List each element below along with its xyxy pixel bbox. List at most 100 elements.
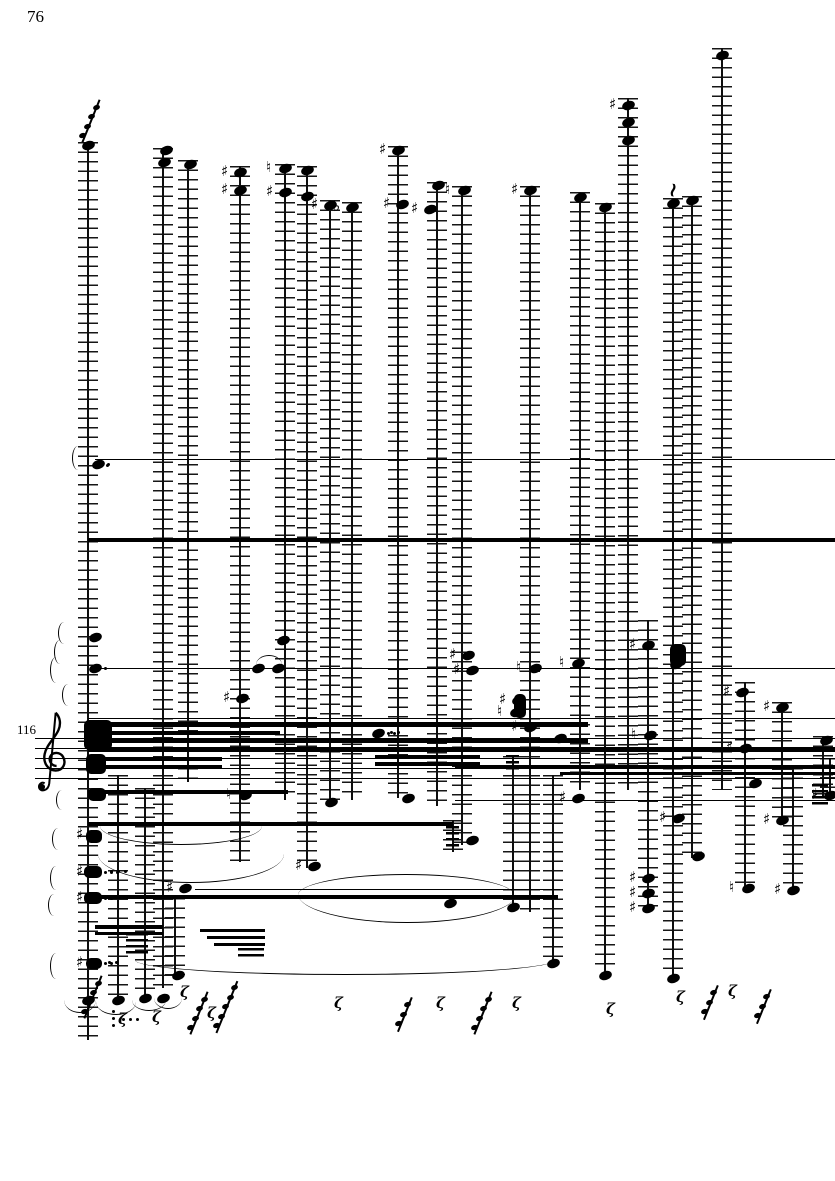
accidental: ♯ [295, 856, 303, 874]
augmentation-dot [110, 962, 114, 966]
note-stem [721, 48, 723, 790]
accidental: ♯ [763, 810, 771, 828]
beam [95, 925, 163, 929]
slur [62, 684, 74, 706]
accidental: ♯ [379, 140, 387, 158]
rhythm-dot [129, 1018, 133, 1022]
note-stem [691, 196, 693, 858]
staff-line [35, 768, 835, 770]
slur [58, 622, 70, 644]
note-stem [512, 756, 514, 905]
note-stem [579, 192, 581, 790]
rhythm-dot [108, 961, 112, 965]
accidental: ♯ [723, 682, 731, 700]
note-stem [329, 200, 331, 806]
note-stem [744, 682, 746, 890]
squiggle-rest-icon: ζ [436, 994, 445, 1012]
accidental: ♯ [659, 808, 667, 826]
accidental: ♯ [629, 635, 637, 653]
accidental: ♯ [311, 195, 319, 213]
tie [256, 655, 282, 665]
rhythm-dot [110, 870, 114, 874]
note-stem [604, 203, 606, 972]
staff-line [35, 738, 835, 740]
accidental: ♯ [629, 868, 637, 886]
tie [98, 854, 284, 883]
squiggle-rest-icon: ζ [512, 994, 521, 1012]
accidental: ♯ [511, 717, 519, 735]
note-head [570, 791, 586, 805]
slur [48, 894, 60, 916]
accidental: ♯ [223, 688, 231, 706]
accidental: ♮ [497, 702, 503, 720]
note-stem [627, 98, 629, 790]
measure-number: 116 [17, 722, 37, 737]
rhythm-dot [397, 731, 401, 735]
rhythm-dot [124, 870, 128, 874]
note-stem [162, 148, 164, 988]
grace-slash [473, 991, 493, 1035]
beam [88, 790, 288, 794]
beam [88, 722, 588, 727]
note-stem [284, 164, 286, 800]
squiggle-rest-icon: ζ [676, 988, 685, 1006]
chord-cluster [84, 720, 112, 750]
accidental: ♯ [76, 862, 84, 880]
augmentation-dot [104, 962, 108, 966]
accidental: ♯ [559, 788, 567, 806]
beam [88, 765, 222, 769]
tie [135, 960, 555, 975]
page-number: 76 [27, 7, 44, 26]
rhythm-dot [109, 726, 113, 730]
beam [88, 822, 453, 826]
accidental: ♯ [453, 660, 461, 678]
slur [72, 446, 84, 470]
grace-slash [189, 991, 209, 1035]
beam [560, 772, 835, 775]
accidental: ♯ [763, 697, 771, 715]
accidental: ♯ [609, 95, 617, 113]
tie [96, 1002, 136, 1015]
beam [200, 929, 265, 932]
accidental: ♭ [333, 197, 341, 215]
grace-slash [215, 980, 238, 1033]
staff-line [35, 758, 835, 760]
note-stem [239, 166, 241, 862]
augmentation-dot [104, 667, 108, 671]
note-stem [351, 202, 353, 800]
accidental: ♯ [411, 199, 419, 217]
beam [375, 762, 480, 766]
slur [50, 953, 62, 979]
rhythm-dot [102, 726, 106, 730]
accidental: ♯ [726, 738, 734, 756]
rhythm-dot [112, 1017, 116, 1021]
beam [455, 765, 835, 769]
treble-clef-icon [38, 711, 66, 792]
rhythm-dot [136, 1018, 140, 1022]
tremolo-mark [238, 948, 264, 960]
rhythm-dot [112, 1024, 116, 1028]
note-stem [87, 142, 89, 1040]
accidental: ♯ [383, 194, 391, 212]
rhythm-dot [106, 896, 110, 900]
staff-line [88, 718, 835, 720]
rhythm-dot [113, 896, 117, 900]
note-stem [397, 146, 399, 798]
tremolo-mark [126, 933, 148, 957]
staff-line [95, 459, 835, 461]
rhythm-dot [117, 870, 121, 874]
slur [54, 640, 66, 664]
accidental: ♯ [499, 690, 507, 708]
rhythm-dot [122, 1018, 126, 1022]
note-stem [672, 198, 674, 975]
augmentation-dot [104, 871, 108, 875]
accidental: ♯ [449, 645, 457, 663]
note-stem [306, 166, 308, 868]
accidental: ♯ [511, 180, 519, 198]
note-stem [552, 775, 554, 960]
accidental: ♯ [76, 888, 84, 906]
squiggle-rest-icon: ζ [728, 982, 737, 1000]
beam [88, 739, 588, 743]
rhythm-dot [106, 464, 110, 468]
